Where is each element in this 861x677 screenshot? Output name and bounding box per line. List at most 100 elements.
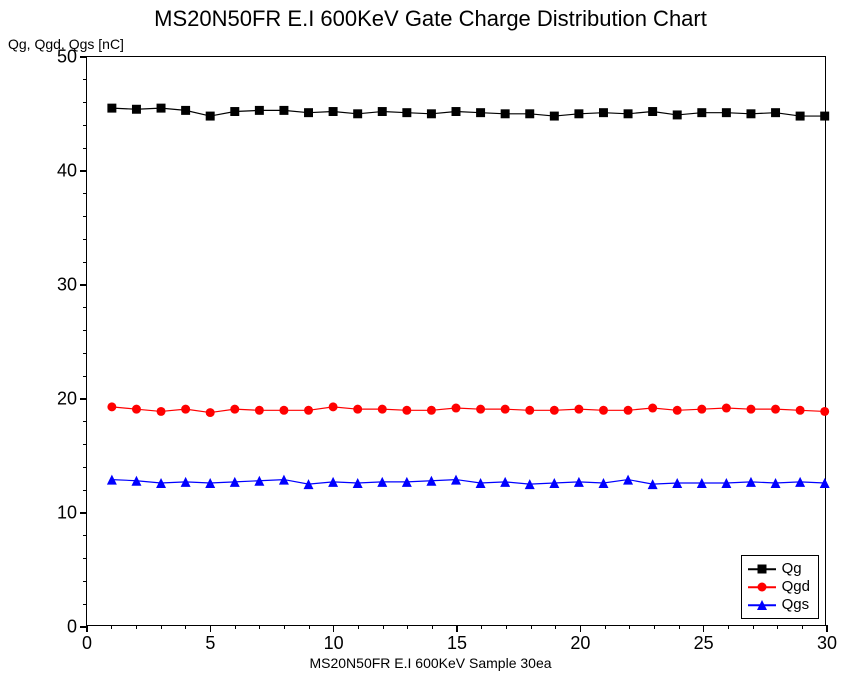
x-tick-minor <box>136 625 137 629</box>
series-marker-qg <box>304 108 313 117</box>
x-tick-minor <box>309 625 310 629</box>
series-marker-qgd <box>771 405 780 414</box>
series-marker-qg <box>452 107 461 116</box>
x-tick-minor <box>383 625 384 629</box>
x-tick-minor <box>777 625 778 629</box>
legend-row-qgd: Qgd <box>748 578 810 596</box>
x-tick-minor <box>728 625 729 629</box>
series-marker-qg <box>746 109 755 118</box>
x-tick-label: 25 <box>694 625 714 654</box>
x-tick-minor <box>111 625 112 629</box>
series-line-qgd <box>112 407 825 413</box>
series-marker-qgd <box>746 405 755 414</box>
series-marker-qg <box>132 105 141 114</box>
series-marker-qg <box>796 112 805 121</box>
x-tick-minor <box>235 625 236 629</box>
x-axis-label: MS20N50FR E.I 600KeV Sample 30ea <box>0 655 861 671</box>
x-tick-minor <box>555 625 556 629</box>
legend-swatch-qgd <box>748 580 776 594</box>
triangle-icon <box>748 598 776 612</box>
legend-label: Qgd <box>782 578 810 596</box>
legend: QgQgdQgs <box>741 555 819 619</box>
series-marker-qg <box>157 104 166 113</box>
series-marker-qgd <box>107 402 116 411</box>
x-tick-minor <box>358 625 359 629</box>
series-marker-qgd <box>378 405 387 414</box>
series-marker-qg <box>476 108 485 117</box>
series-marker-qgd <box>427 406 436 415</box>
x-tick-minor <box>679 625 680 629</box>
x-tick-minor <box>432 625 433 629</box>
series-marker-qg <box>624 109 633 118</box>
series-marker-qg <box>673 110 682 119</box>
x-tick-minor <box>802 625 803 629</box>
series-marker-qg <box>378 107 387 116</box>
series-marker-qgd <box>132 405 141 414</box>
x-tick-minor <box>753 625 754 629</box>
x-tick-minor <box>185 625 186 629</box>
legend-row-qgs: Qgs <box>748 596 810 614</box>
series-marker-qgd <box>304 406 313 415</box>
series-marker-qgd <box>599 406 608 415</box>
chart-root: { "chart": { "type": "line-scatter", "ti… <box>0 0 861 677</box>
legend-swatch-qg <box>748 562 776 576</box>
series-marker-qg <box>427 109 436 118</box>
x-tick-minor <box>629 625 630 629</box>
series-marker-qgd <box>673 406 682 415</box>
x-tick-minor <box>605 625 606 629</box>
series-marker-qg <box>255 106 264 115</box>
series-marker-qgd <box>574 405 583 414</box>
series-marker-qg <box>722 108 731 117</box>
series-marker-qgd <box>206 408 215 417</box>
series-marker-qg <box>181 106 190 115</box>
series-marker-qgd <box>181 405 190 414</box>
series-marker-qgd <box>820 407 829 416</box>
legend-label: Qgs <box>782 596 810 614</box>
series-marker-qgd <box>796 406 805 415</box>
series-marker-qg <box>402 108 411 117</box>
series-marker-qgd <box>157 407 166 416</box>
x-tick-minor <box>481 625 482 629</box>
series-marker-qg <box>525 109 534 118</box>
series-marker-qg <box>771 108 780 117</box>
y-tick-label: 20 <box>47 389 87 410</box>
series-layer <box>87 57 825 625</box>
series-marker-qg <box>353 109 362 118</box>
series-marker-qg <box>501 109 510 118</box>
series-marker-qgd <box>476 405 485 414</box>
x-tick-label: 5 <box>205 625 215 654</box>
series-marker-qgd <box>255 406 264 415</box>
series-line-qgs <box>112 480 825 485</box>
series-marker-qg <box>550 112 559 121</box>
series-marker-qg <box>820 112 829 121</box>
series-marker-qgd <box>550 406 559 415</box>
series-marker-qgd <box>648 404 657 413</box>
y-tick-label: 50 <box>47 47 87 68</box>
series-marker-qg <box>230 107 239 116</box>
series-marker-qg <box>648 107 657 116</box>
chart-title: MS20N50FR E.I 600KeV Gate Charge Distrib… <box>0 6 861 32</box>
x-tick-label: 10 <box>324 625 344 654</box>
series-marker-qg <box>697 108 706 117</box>
series-marker-qgd <box>279 406 288 415</box>
series-marker-qg <box>206 112 215 121</box>
x-tick-minor <box>161 625 162 629</box>
series-marker-qg <box>574 109 583 118</box>
series-marker-qgd <box>329 402 338 411</box>
x-tick-label: 0 <box>82 625 92 654</box>
series-marker-qg <box>329 107 338 116</box>
series-marker-qgd <box>501 405 510 414</box>
legend-swatch-qgs <box>748 598 776 612</box>
series-marker-qgd <box>353 405 362 414</box>
x-tick-minor <box>407 625 408 629</box>
series-line-qg <box>112 108 825 116</box>
x-tick-label: 20 <box>570 625 590 654</box>
series-marker-qg <box>107 104 116 113</box>
x-tick-minor <box>654 625 655 629</box>
x-tick-minor <box>284 625 285 629</box>
legend-label: Qg <box>782 560 802 578</box>
y-tick-label: 10 <box>47 503 87 524</box>
legend-row-qg: Qg <box>748 560 810 578</box>
x-tick-minor <box>531 625 532 629</box>
series-marker-qgd <box>624 406 633 415</box>
